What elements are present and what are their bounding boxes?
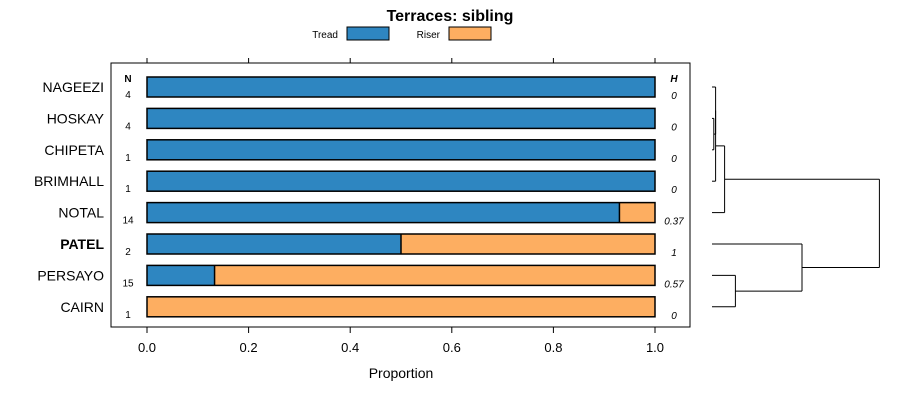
bar-outline (146, 201, 656, 224)
x-tick-label: 0.4 (341, 340, 359, 355)
bar-segment-tread (147, 202, 620, 223)
category-label: BRIMHALL (34, 173, 104, 189)
bar-outline (146, 296, 656, 318)
top-axis-ticks (146, 58, 656, 63)
category-label: PATEL (60, 236, 104, 252)
x-axis: 0.0 0.2 0.4 0.6 0.8 1.0 (138, 327, 664, 355)
bar-segment-riser (214, 265, 655, 286)
h-value-label: 0 (671, 311, 677, 322)
h-value-label: 0 (671, 91, 677, 102)
bar-segment-tread (147, 234, 401, 254)
category-label: PERSAYO (37, 267, 104, 283)
h-value-label: 0.57 (664, 279, 684, 290)
category-label: HOSKAY (47, 110, 105, 126)
h-header: H (670, 74, 678, 85)
x-tick-label: 1.0 (646, 340, 664, 355)
bar-outline (146, 139, 656, 161)
n-count-labels: N 4 4 1 1 14 2 15 1 (122, 74, 134, 321)
plot-frame (110, 62, 691, 328)
n-count-label: 14 (122, 216, 134, 227)
bar-segment-riser (619, 202, 655, 223)
bar-segment-riser (401, 234, 655, 254)
legend-swatch-riser (448, 26, 492, 41)
bar-segment-tread (147, 77, 655, 97)
n-count-label: 15 (122, 278, 134, 289)
chart-title: Terraces: sibling (387, 8, 514, 25)
x-tick-label: 0.2 (240, 340, 258, 355)
dendrogram (712, 86, 880, 308)
bar-segment-tread (147, 171, 655, 192)
bar-segment-tread (147, 108, 655, 129)
legend-swatch-tread (346, 26, 390, 41)
bar-segment-tread (147, 265, 215, 286)
bar-outline (146, 170, 656, 192)
legend: Tread Riser (312, 26, 492, 41)
bar-outline (146, 264, 656, 287)
category-label: CHIPETA (44, 142, 104, 158)
category-label: NAGEEZI (43, 79, 104, 95)
x-tick-label: 0.8 (544, 340, 562, 355)
x-tick-label: 0.6 (443, 340, 461, 355)
x-axis-label: Proportion (369, 365, 434, 381)
bars-layer (146, 76, 656, 318)
bar-segment-riser (147, 296, 655, 317)
h-value-label: 0.37 (664, 217, 684, 228)
h-value-label: 0 (671, 185, 677, 196)
x-tick-label: 0.0 (138, 340, 156, 355)
n-count-label: 1 (125, 153, 131, 164)
h-value-label: 0 (671, 122, 677, 133)
category-label: NOTAL (58, 205, 104, 221)
category-label: CAIRN (60, 299, 104, 315)
n-count-label: 4 (125, 121, 131, 132)
n-count-label: 4 (125, 90, 131, 101)
h-value-label: 0 (671, 154, 677, 165)
legend-label-riser: Riser (417, 30, 441, 41)
bar-outline (146, 233, 656, 255)
h-value-label: 1 (671, 248, 677, 259)
legend-label-tread: Tread (312, 30, 338, 41)
bar-outline (146, 76, 656, 98)
category-labels: NAGEEZI HOSKAY CHIPETA BRIMHALL NOTAL PATEL PE… (34, 79, 105, 315)
n-count-label: 1 (125, 184, 131, 195)
h-value-labels: H 0 0 0 0 0.37 1 0.57 0 (664, 74, 684, 322)
n-count-label: 2 (125, 247, 131, 258)
n-count-label: 1 (125, 310, 131, 321)
bar-outline (146, 107, 656, 130)
n-header: N (124, 74, 131, 85)
bar-segment-tread (147, 139, 655, 160)
